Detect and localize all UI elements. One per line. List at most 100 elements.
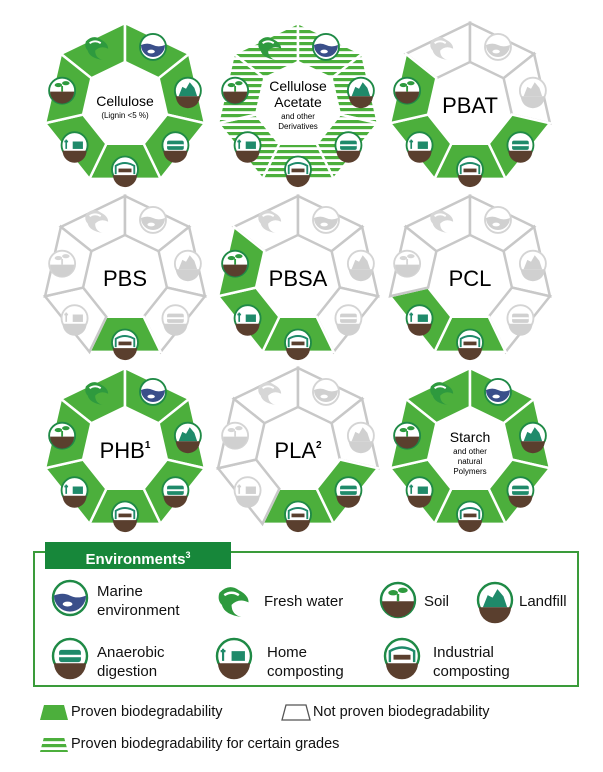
marine-icon <box>312 377 340 406</box>
polymer-subtitle: and other <box>453 447 487 456</box>
home-icon <box>60 476 89 508</box>
home-icon <box>405 476 434 508</box>
soil-icon <box>393 421 422 450</box>
soil-icon <box>221 249 250 278</box>
landfill-icon <box>518 421 547 454</box>
industrial-icon <box>456 500 484 533</box>
home-icon <box>233 476 262 508</box>
wheel-pbs: PBS <box>42 194 208 361</box>
wheel-pbat: PBAT <box>387 21 553 188</box>
polymer-subtitle: natural <box>458 457 483 466</box>
environments-title: Environments3 <box>45 542 231 569</box>
landfill-icon <box>173 421 202 454</box>
key-grades-label: Proven biodegradability for certain grad… <box>71 736 340 752</box>
anaerobic-icon <box>161 304 190 336</box>
fresh-icon <box>85 382 109 405</box>
wheel-phb: PHB1 <box>42 366 208 533</box>
home-composting-icon <box>215 637 253 680</box>
marine-icon <box>484 32 512 61</box>
key-proven-swatch <box>40 705 68 720</box>
fresh-icon <box>430 210 454 233</box>
soil-icon <box>393 76 422 105</box>
wheel-pbsa: PBSA <box>215 194 381 361</box>
anaerobic-icon <box>161 131 190 163</box>
landfill-icon <box>518 249 547 282</box>
fresh-water-icon <box>218 587 249 617</box>
polymer-name-line2: Acetate <box>274 94 322 110</box>
wheel-pcl: PCL <box>387 194 553 361</box>
legend-label-anaerobic: Anaerobic digestion <box>97 644 165 680</box>
industrial-icon <box>456 328 484 361</box>
legend-label-home-composting: Home composting <box>267 644 344 680</box>
polymer-name: Cellulose <box>269 78 327 94</box>
soil-icon <box>379 581 417 619</box>
industrial-composting-icon <box>383 637 421 680</box>
soil-icon <box>48 249 77 278</box>
home-icon <box>405 131 434 163</box>
polymer-name: Starch <box>450 429 490 445</box>
landfill-icon <box>173 249 202 282</box>
home-icon <box>60 304 89 336</box>
home-icon <box>405 304 434 336</box>
landfill-icon <box>173 76 202 109</box>
polymer-name: PBSA <box>269 266 328 291</box>
marine-icon <box>139 377 167 406</box>
fresh-icon <box>430 382 454 405</box>
polymer-name: PLA2 <box>274 438 322 463</box>
fresh-icon <box>258 210 282 233</box>
key-not-proven-label: Not proven biodegradability <box>313 704 490 720</box>
fresh-icon <box>258 382 282 405</box>
legend-label-marine: Marine environment <box>97 583 180 619</box>
anaerobic-icon <box>506 304 535 336</box>
landfill-icon <box>346 76 375 109</box>
polymer-subtitle: (Lignin <5 %) <box>101 111 149 120</box>
marine-icon <box>484 377 512 406</box>
key-not-proven-swatch <box>281 704 311 721</box>
key-swatches <box>40 704 311 752</box>
polymer-name: PCL <box>449 266 492 291</box>
industrial-icon <box>111 155 139 188</box>
polymer-subtitle: Polymers <box>453 467 486 476</box>
legend-label-industrial-composting: Industrial composting <box>433 644 510 680</box>
marine-icon <box>139 32 167 61</box>
polymer-subtitle: and other <box>281 112 315 121</box>
footnote-marker: 2 <box>316 440 322 451</box>
key-proven-label: Proven biodegradability <box>71 704 223 720</box>
soil-icon <box>48 421 77 450</box>
landfill-icon <box>346 249 375 282</box>
footnote-marker: 1 <box>145 440 151 451</box>
industrial-icon <box>456 155 484 188</box>
legend-label-soil: Soil <box>424 593 450 610</box>
anaerobic-icon <box>334 476 363 508</box>
key-grades-swatch <box>40 737 68 752</box>
landfill-icon <box>476 581 514 624</box>
soil-icon <box>48 76 77 105</box>
legend-label-fresh-water: Fresh water <box>264 593 344 610</box>
fresh-icon <box>258 37 282 60</box>
polymer-subtitle-line2: Derivatives <box>278 122 318 131</box>
marine-icon <box>139 205 167 234</box>
industrial-icon <box>111 328 139 361</box>
anaerobic-icon <box>51 637 89 680</box>
industrial-icon <box>284 155 312 188</box>
home-icon <box>233 304 262 336</box>
anaerobic-icon <box>506 131 535 163</box>
anaerobic-icon <box>161 476 190 508</box>
home-icon <box>60 131 89 163</box>
home-icon <box>233 131 262 163</box>
anaerobic-icon <box>334 131 363 163</box>
marine-icon <box>312 32 340 61</box>
anaerobic-icon <box>334 304 363 336</box>
soil-icon <box>393 249 422 278</box>
polymer-name: Cellulose <box>96 93 154 109</box>
fresh-icon <box>85 210 109 233</box>
soil-icon <box>221 76 250 105</box>
polymer-name: PBS <box>103 266 147 291</box>
industrial-icon <box>284 500 312 533</box>
wheel-cellulose: Cellulose (Lignin <5 %) <box>42 21 208 188</box>
marine-icon <box>484 205 512 234</box>
wheel-pla: PLA2 <box>215 366 381 533</box>
